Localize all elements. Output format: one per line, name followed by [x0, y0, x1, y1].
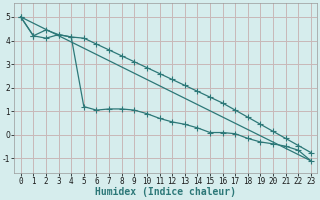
X-axis label: Humidex (Indice chaleur): Humidex (Indice chaleur): [95, 187, 236, 197]
